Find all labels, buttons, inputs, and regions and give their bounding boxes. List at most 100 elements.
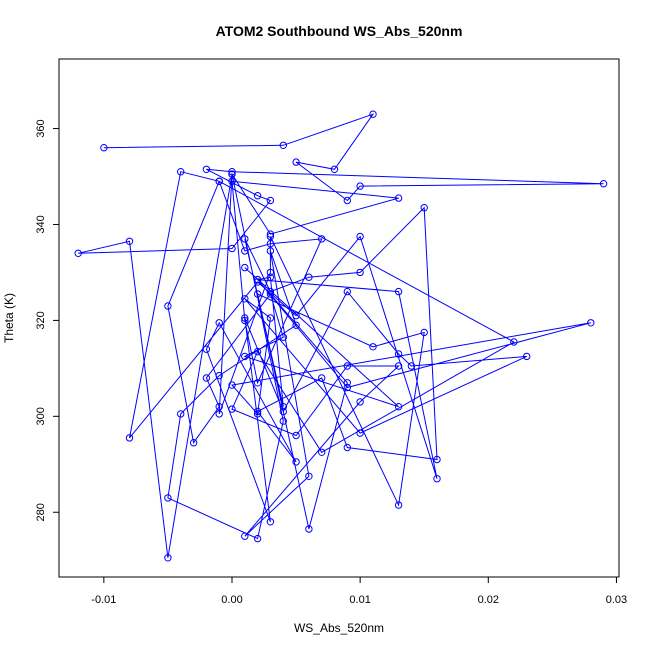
data-point [253,410,262,418]
y-tick-label: 360 [35,119,47,137]
data-point [241,532,249,540]
data-point [343,379,351,387]
data-point [266,273,275,281]
y-tick-label: 320 [35,311,47,329]
data-point [241,314,249,322]
data-point [420,204,428,212]
data-point [228,170,236,178]
data-point [394,362,403,370]
data-point [164,494,172,502]
data-point [433,455,441,464]
data-point [394,194,403,202]
x-tick-label: -0.01 [91,594,116,606]
x-tick-label: 0.02 [478,594,499,606]
data-point [305,525,313,533]
data-point [407,362,416,370]
data-point [215,403,223,411]
data-point [279,403,287,411]
data-point [266,268,275,277]
data-point [292,321,300,329]
data-point [228,177,236,186]
data-point [228,405,236,413]
data-point [369,343,377,351]
data-point [266,247,275,255]
data-point [253,278,262,286]
data-point [292,431,300,440]
y-tick-label: 340 [35,215,47,233]
data-point [266,287,275,296]
x-axis: -0.01 0.00 0.01 0.02 0.03 [91,577,627,606]
data-point [279,141,287,150]
data-point [253,347,262,356]
data-point [125,434,134,442]
data-point [241,352,249,361]
data-point [330,165,339,174]
data-point [228,168,236,176]
data-point [369,110,377,118]
data-point [305,472,313,480]
data-point [343,287,351,296]
data-point [266,314,275,322]
data-point [266,290,275,298]
data-point [241,235,249,243]
y-axis: 280 300 320 340 360 [35,119,59,521]
y-axis-label: Theta (K) [2,293,16,343]
data-point [202,165,211,174]
data-point [343,383,351,392]
data-point [510,338,518,346]
data-point [177,410,185,418]
data-point [241,247,249,255]
data-point [253,290,262,298]
data-point [292,158,300,166]
data-point [177,168,185,176]
data-point [305,273,313,281]
x-tick-label: 0.03 [606,594,627,606]
data-point [241,316,249,325]
data-point [164,554,172,562]
data-point [228,381,236,389]
plot-frame [58,58,620,578]
data-point [318,374,326,382]
series-layer [74,110,608,562]
data-point [587,319,595,327]
data-point [215,371,223,380]
data-point [279,417,287,425]
data-point [253,192,262,200]
chart-title: ATOM2 Southbound WS_Abs_520nm [216,23,463,39]
data-point [292,458,300,466]
data-point [164,302,172,310]
data-point [599,180,608,188]
y-tick-label: 300 [35,407,47,425]
data-point [253,407,262,416]
data-point [202,374,211,382]
y-tick-label: 280 [35,503,47,521]
data-point [356,268,364,277]
data-point [343,196,351,205]
data-point [343,362,351,370]
x-tick-label: 0.00 [221,594,242,606]
data-point [253,275,262,284]
data-point [241,295,249,303]
data-point [356,182,364,190]
data-point [74,249,82,258]
data-point [394,350,403,358]
data-point [266,232,275,241]
data-point [215,177,223,186]
data-point [433,475,441,483]
x-tick-label: 0.01 [349,594,370,606]
data-point [253,379,262,387]
x-axis-label: WS_Abs_520nm [294,621,384,635]
data-point [394,287,403,296]
data-point [279,407,287,416]
data-point [420,328,428,337]
data-point [523,352,531,361]
data-point [100,144,108,152]
data-point [356,232,364,241]
data-point [356,398,364,406]
data-point [253,534,262,543]
data-point [266,230,275,238]
data-point [241,263,249,272]
data-point [394,403,403,411]
data-point [356,429,364,437]
